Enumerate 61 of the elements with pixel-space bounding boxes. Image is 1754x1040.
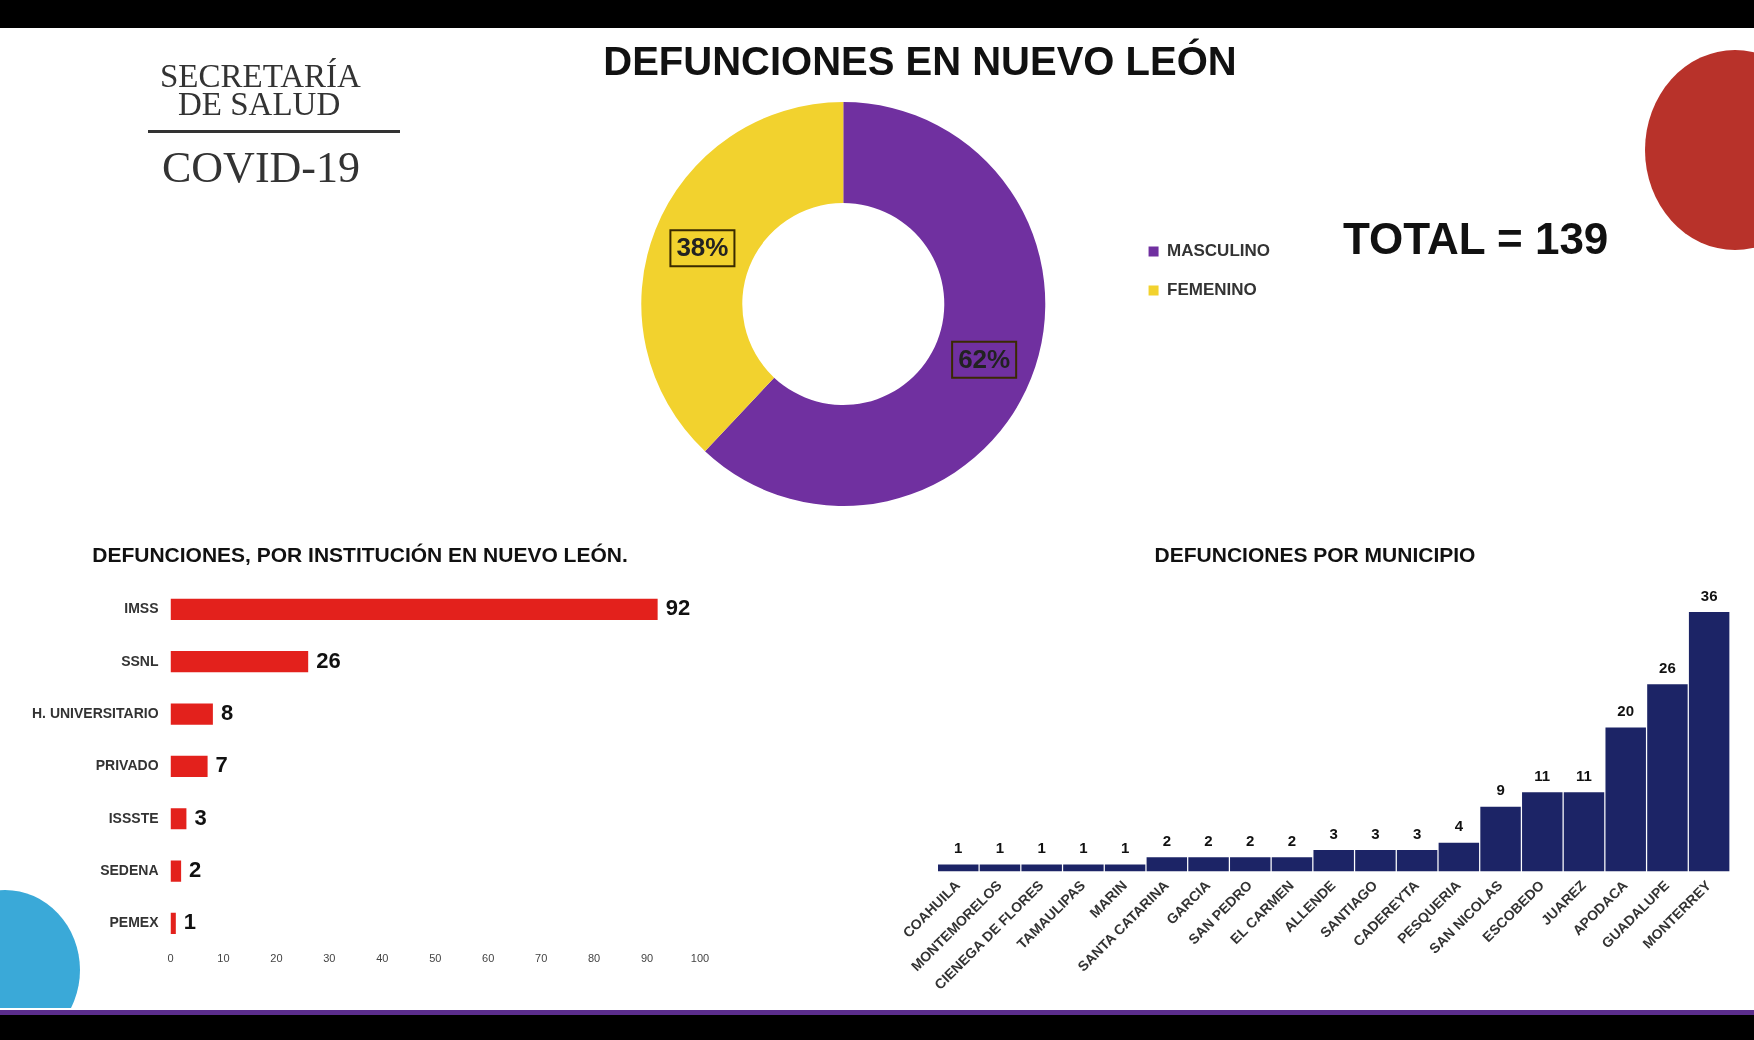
bar (170, 703, 213, 725)
data-label: 3 (1329, 824, 1338, 842)
y-tick-label: PEMEX (109, 914, 160, 931)
legend-label: MASCULINO (1167, 241, 1271, 261)
data-label: 2 (1162, 831, 1171, 849)
y-tick-label: SEDENA (100, 861, 159, 878)
data-label: 38% (676, 232, 729, 263)
data-label: 2 (189, 857, 202, 883)
bar (170, 651, 309, 673)
x-tick-label: 10 (217, 952, 230, 965)
x-tick-label: 100 (690, 952, 710, 965)
x-tick-label: 90 (640, 952, 654, 965)
data-label: 1 (183, 909, 197, 935)
legend-label: FEMENINO (1167, 280, 1257, 300)
data-label: 11 (1534, 766, 1551, 784)
bar (938, 864, 979, 872)
data-label: 2 (1204, 831, 1213, 849)
x-tick-label: 40 (376, 952, 389, 965)
data-label: 8 (220, 700, 234, 726)
data-label: 2 (1246, 831, 1255, 849)
chart-title: DEFUNCIONES, POR INSTITUCIÓN EN NUEVO LEÓN. (92, 543, 628, 567)
data-label: 2 (1287, 831, 1297, 849)
y-tick-label: H. UNIVERSITARIO (32, 704, 159, 721)
data-label: 1 (1079, 839, 1088, 857)
data-label: 1 (1120, 839, 1130, 857)
bar (170, 808, 187, 830)
data-label: 3 (1412, 824, 1422, 842)
y-tick-label: PRIVADO (95, 757, 159, 774)
data-label: 36 (1700, 586, 1718, 604)
data-label: 92 (665, 595, 691, 621)
x-tick-label: 80 (587, 952, 601, 965)
data-label: 62% (958, 343, 1011, 374)
x-tick-label: 50 (429, 952, 442, 965)
x-tick-label: 0 (167, 952, 174, 965)
x-tick-label: 60 (482, 952, 495, 965)
data-label: 9 (1496, 781, 1505, 799)
data-label: 26 (1659, 658, 1676, 676)
data-label: 3 (1371, 824, 1380, 842)
data-label: 1 (954, 839, 963, 857)
data-label: 26 (316, 647, 341, 673)
y-tick-label: ISSSTE (108, 809, 159, 826)
data-label: 1 (995, 839, 1005, 857)
data-label: 11 (1576, 766, 1592, 784)
data-label: 3 (194, 804, 207, 830)
x-tick-label: 70 (535, 952, 548, 965)
data-label: 4 (1454, 817, 1464, 835)
text: COVID-19 (162, 142, 360, 193)
y-tick-label: SSNL (121, 652, 159, 669)
bar (170, 860, 182, 882)
bar (170, 912, 176, 935)
text: TOTAL = 139 (1343, 214, 1609, 264)
chart-title: DEFUNCIONES EN NUEVO LEÓN (603, 38, 1237, 84)
y-tick-label: IMSS (124, 600, 159, 617)
data-label: 7 (215, 752, 228, 778)
x-tick-label: 30 (323, 952, 336, 965)
data-label: 1 (1037, 839, 1046, 857)
data-label: 20 (1617, 702, 1635, 720)
bar (170, 755, 208, 777)
x-tick-label: 20 (270, 952, 283, 965)
bar (170, 598, 658, 620)
chart-title: DEFUNCIONES POR MUNICIPIO (1154, 543, 1476, 567)
